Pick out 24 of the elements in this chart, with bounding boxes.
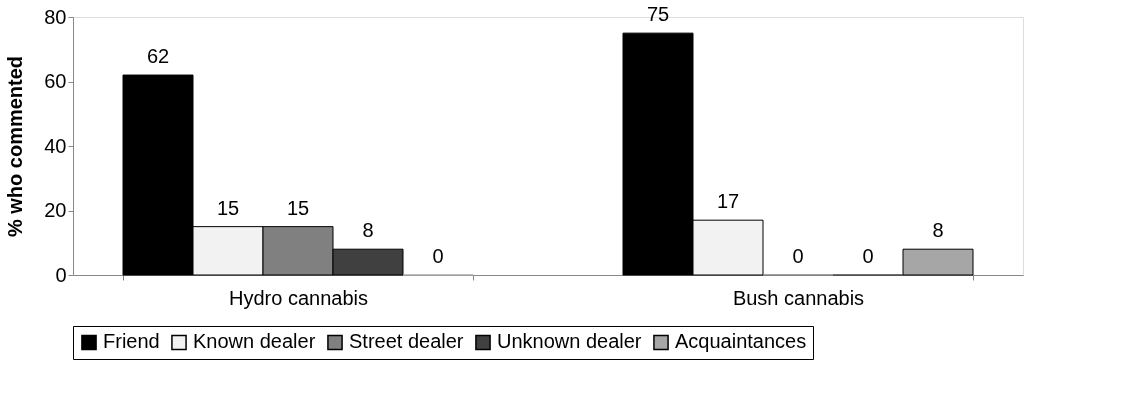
legend-label: Known dealer <box>193 330 316 353</box>
y-tick-label: 60 <box>44 70 67 92</box>
y-tick-label: 0 <box>55 263 67 286</box>
data-label: 8 <box>932 219 944 242</box>
y-tick-label: 40 <box>44 134 67 157</box>
data-label: 0 <box>792 245 804 267</box>
y-tick-label: 80 <box>44 5 67 28</box>
data-label: 8 <box>362 219 374 242</box>
y-axis-title: % who commented <box>4 55 27 238</box>
bar <box>902 248 974 276</box>
x-tick-label: Hydro cannabis <box>229 286 368 309</box>
legend-label: Unknown dealer <box>497 330 642 353</box>
data-label: 0 <box>432 245 444 267</box>
data-label: 17 <box>716 190 740 213</box>
data-label: 0 <box>862 245 874 267</box>
legend-label: Acquaintances <box>675 330 807 353</box>
x-tick-label: Bush cannabis <box>732 286 865 309</box>
y-tick-label: 20 <box>44 199 67 221</box>
legend-label: Street dealer <box>349 330 464 353</box>
legend-label: Friend <box>103 330 160 353</box>
data-label: 15 <box>286 196 310 219</box>
data-label: 75 <box>646 3 670 26</box>
data-label: 62 <box>146 45 170 68</box>
data-label: 15 <box>216 196 240 219</box>
